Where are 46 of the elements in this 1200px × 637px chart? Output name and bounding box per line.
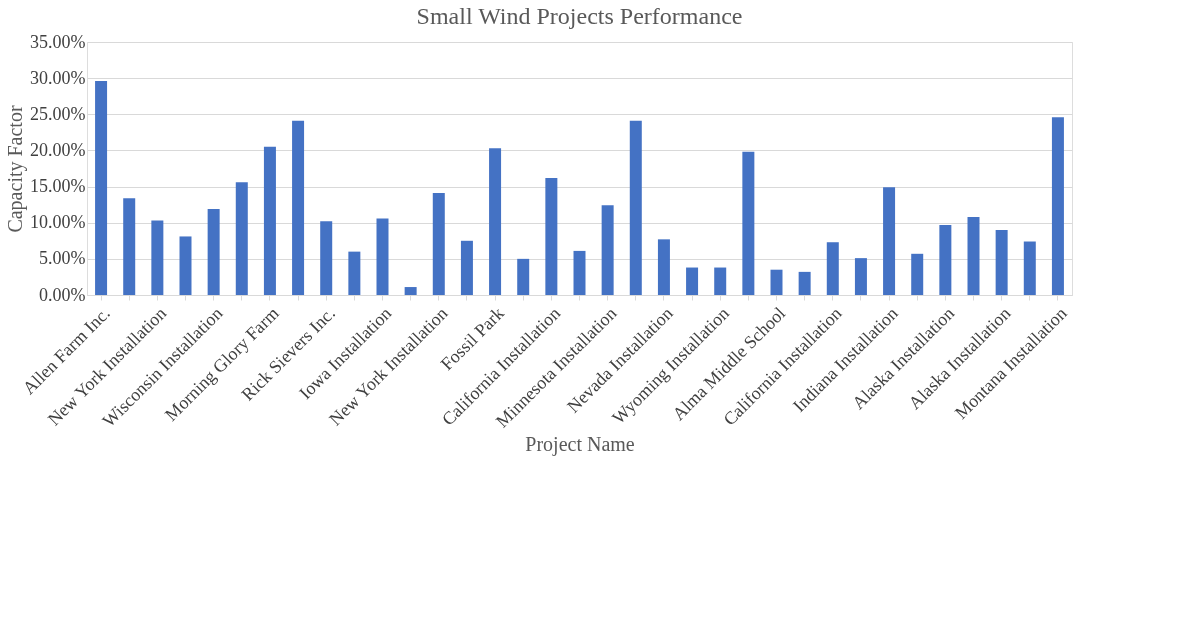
y-tick-label: 20.00%: [30, 139, 86, 160]
bar: [179, 236, 192, 295]
bar: [798, 271, 811, 295]
y-axis-title: Capacity Factor: [4, 105, 28, 233]
bar: [151, 220, 164, 295]
y-tick-label: 30.00%: [30, 67, 86, 88]
y-tick-label: 25.00%: [30, 103, 86, 124]
bar: [742, 151, 755, 295]
bar: [629, 120, 642, 295]
y-tick-label: 0.00%: [39, 284, 86, 305]
bar: [1023, 241, 1036, 295]
bar: [292, 120, 305, 295]
bar: [263, 146, 276, 295]
bar: [320, 221, 333, 295]
bar: [573, 250, 586, 295]
bar: [489, 148, 502, 295]
bar: [826, 242, 839, 295]
bar: [348, 251, 361, 295]
y-tick-label: 10.00%: [30, 212, 86, 233]
bar: [657, 239, 670, 295]
bar: [376, 218, 389, 295]
bar: [770, 269, 783, 295]
bar: [517, 258, 530, 295]
bar: [939, 224, 952, 295]
y-tick-label: 5.00%: [39, 248, 86, 269]
bar: [601, 205, 614, 295]
y-tick-label: 15.00%: [30, 176, 86, 197]
y-tick-label: 35.00%: [30, 31, 86, 52]
bar: [95, 81, 108, 295]
bar: [235, 182, 248, 295]
bar: [545, 177, 558, 295]
bar: [207, 208, 220, 295]
bar: [123, 198, 136, 295]
bar: [686, 267, 699, 295]
bar: [460, 240, 473, 295]
bar: [404, 287, 417, 295]
bar: [967, 216, 980, 295]
bar: [714, 267, 727, 295]
bar: [1051, 117, 1064, 295]
bar: [854, 258, 867, 295]
chart-title: Small Wind Projects Performance: [416, 3, 743, 29]
bar: [995, 229, 1008, 295]
bar: [432, 193, 445, 295]
bar: [911, 253, 924, 295]
bar: [883, 187, 896, 295]
x-axis-title: Project Name: [525, 433, 635, 457]
